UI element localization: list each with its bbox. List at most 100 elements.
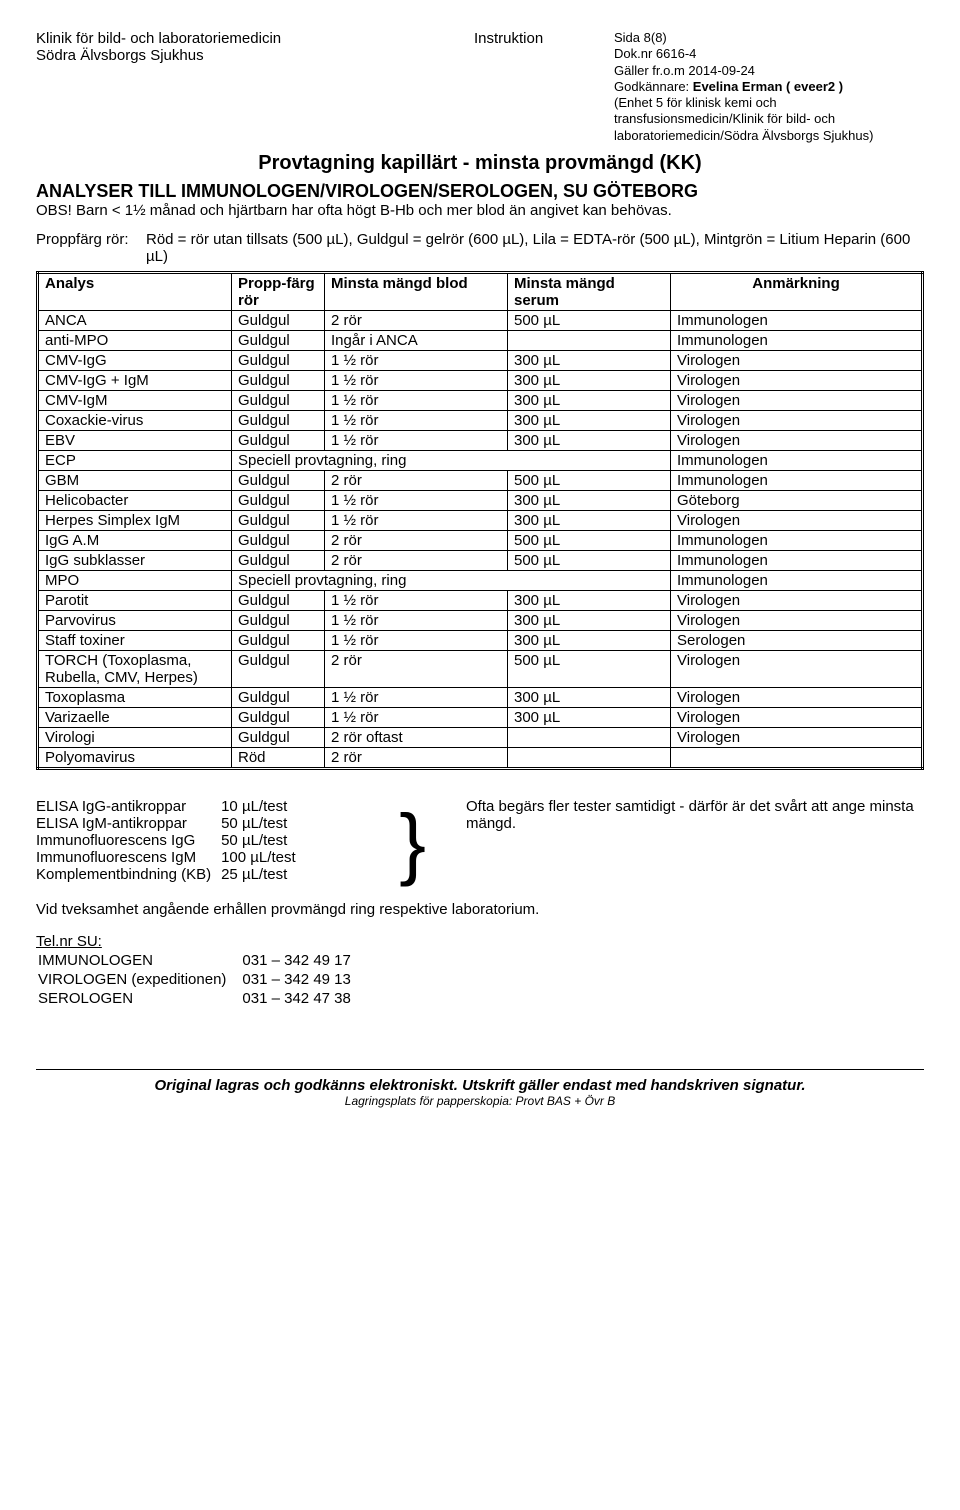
table-cell: 300 µL [508, 430, 671, 450]
test-name: Immunofluorescens IgM [36, 849, 221, 866]
table-cell: CMV-IgG [38, 350, 232, 370]
table-cell: Toxoplasma [38, 687, 232, 707]
table-cell: Guldgul [232, 727, 325, 747]
table-cell: Guldgul [232, 410, 325, 430]
table-cell: Guldgul [232, 650, 325, 687]
table-cell: Guldgul [232, 630, 325, 650]
tests-note: Ofta begärs fler tester samtidigt - därf… [466, 798, 924, 883]
test-vol: 50 µL/test [221, 832, 306, 849]
approver-name: Evelina Erman ( eveer2 ) [693, 79, 843, 94]
analysis-table: Analys Propp-färg rör Minsta mängd blod … [36, 271, 924, 770]
table-row: Coxackie-virusGuldgul1 ½ rör300 µLVirolo… [38, 410, 923, 430]
legend-text: Röd = rör utan tillsats (500 µL), Guldgu… [146, 231, 924, 265]
table-cell: 1 ½ rör [325, 630, 508, 650]
tel-name: IMMUNOLOGEN [38, 952, 240, 969]
table-cell: 1 ½ rör [325, 707, 508, 727]
test-name: Immunofluorescens IgG [36, 832, 221, 849]
dept-line2: Södra Älvsborgs Sjukhus [36, 47, 474, 64]
tel-num: 031 – 342 47 38 [242, 990, 364, 1007]
table-cell: 500 µL [508, 530, 671, 550]
table-cell: ANCA [38, 310, 232, 330]
table-cell: Parvovirus [38, 610, 232, 630]
table-cell: Guldgul [232, 590, 325, 610]
table-row: MPOSpeciell provtagning, ringImmunologen [38, 570, 923, 590]
table-cell: MPO [38, 570, 232, 590]
approver-label: Godkännare: [614, 79, 693, 94]
table-cell: 300 µL [508, 630, 671, 650]
tel-name: VIROLOGEN (expeditionen) [38, 971, 240, 988]
table-cell: 2 rör oftast [325, 727, 508, 747]
table-cell: Guldgul [232, 510, 325, 530]
table-cell: 1 ½ rör [325, 410, 508, 430]
tests-table: ELISA IgG-antikroppar10 µL/testELISA IgM… [36, 798, 306, 883]
table-cell: Guldgul [232, 350, 325, 370]
table-cell: Guldgul [232, 550, 325, 570]
table-cell: GBM [38, 470, 232, 490]
obs-note: OBS! Barn < 1½ månad och hjärtbarn har o… [36, 202, 924, 219]
table-cell: Göteborg [671, 490, 923, 510]
table-cell: 1 ½ rör [325, 510, 508, 530]
table-cell: 1 ½ rör [325, 350, 508, 370]
doc-nr: Dok.nr 6616-4 [614, 46, 924, 62]
table-cell: Helicobacter [38, 490, 232, 510]
table-row: Herpes Simplex IgMGuldgul1 ½ rör300 µLVi… [38, 510, 923, 530]
legend-row: Proppfärg rör: Röd = rör utan tillsats (… [36, 231, 924, 265]
table-cell [508, 747, 671, 768]
table-cell: Speciell provtagning, ring [232, 570, 671, 590]
table-cell: Guldgul [232, 490, 325, 510]
table-cell: anti-MPO [38, 330, 232, 350]
table-cell: 300 µL [508, 590, 671, 610]
list-item: ELISA IgG-antikroppar10 µL/test [36, 798, 306, 815]
table-cell: Guldgul [232, 370, 325, 390]
list-item: Komplementbindning (KB)25 µL/test [36, 866, 306, 883]
list-item: Immunofluorescens IgM100 µL/test [36, 849, 306, 866]
table-cell: 500 µL [508, 310, 671, 330]
table-cell: 1 ½ rör [325, 390, 508, 410]
table-cell: 1 ½ rör [325, 430, 508, 450]
test-name: ELISA IgG-antikroppar [36, 798, 221, 815]
test-vol: 50 µL/test [221, 815, 306, 832]
table-row: CMV-IgGGuldgul1 ½ rör300 µLVirologen [38, 350, 923, 370]
doc-type: Instruktion [474, 30, 614, 144]
table-cell: 500 µL [508, 550, 671, 570]
table-row: VirologiGuldgul2 rör oftastVirologen [38, 727, 923, 747]
table-cell: Virologen [671, 610, 923, 630]
page-num: Sida 8(8) [614, 30, 924, 46]
table-row: HelicobacterGuldgul1 ½ rör300 µLGöteborg [38, 490, 923, 510]
tel-num: 031 – 342 49 17 [242, 952, 364, 969]
table-row: IgG subklasserGuldgul2 rör500 µLImmunolo… [38, 550, 923, 570]
table-cell: ECP [38, 450, 232, 470]
table-row: TORCH (Toxoplasma, Rubella, CMV, Herpes)… [38, 650, 923, 687]
table-cell: 300 µL [508, 410, 671, 430]
table-cell: IgG subklasser [38, 550, 232, 570]
table-row: CMV-IgMGuldgul1 ½ rör300 µLVirologen [38, 390, 923, 410]
table-row: CMV-IgG + IgMGuldgul1 ½ rör300 µLVirolog… [38, 370, 923, 390]
doc-title: Provtagning kapillärt - minsta provmängd… [36, 152, 924, 175]
test-name: ELISA IgM-antikroppar [36, 815, 221, 832]
table-cell: Virologen [671, 727, 923, 747]
table-cell: 1 ½ rör [325, 370, 508, 390]
table-cell: 2 rör [325, 530, 508, 550]
brace-icon: } [399, 798, 426, 888]
table-cell: 300 µL [508, 510, 671, 530]
table-cell: Virologen [671, 350, 923, 370]
table-cell: CMV-IgG + IgM [38, 370, 232, 390]
tel-name: SEROLOGEN [38, 990, 240, 1007]
advice-text: Vid tveksamhet angående erhållen provmän… [36, 901, 924, 918]
table-cell: 300 µL [508, 707, 671, 727]
table-cell: Immunologen [671, 550, 923, 570]
table-row: EBVGuldgul1 ½ rör300 µLVirologen [38, 430, 923, 450]
unit-text: (Enhet 5 för klinisk kemi och transfusio… [614, 95, 924, 144]
table-cell: Guldgul [232, 530, 325, 550]
th-blod: Minsta mängd blod [325, 272, 508, 310]
table-cell: Serologen [671, 630, 923, 650]
tests-block: ELISA IgG-antikroppar10 µL/testELISA IgM… [36, 798, 924, 883]
table-cell: Immunologen [671, 330, 923, 350]
list-item: SEROLOGEN031 – 342 47 38 [38, 990, 365, 1007]
tel-title: Tel.nr SU: [36, 933, 924, 950]
table-cell: Immunologen [671, 310, 923, 330]
table-cell: 2 rör [325, 550, 508, 570]
table-cell: 1 ½ rör [325, 590, 508, 610]
test-vol: 100 µL/test [221, 849, 306, 866]
table-cell: Immunologen [671, 450, 923, 470]
